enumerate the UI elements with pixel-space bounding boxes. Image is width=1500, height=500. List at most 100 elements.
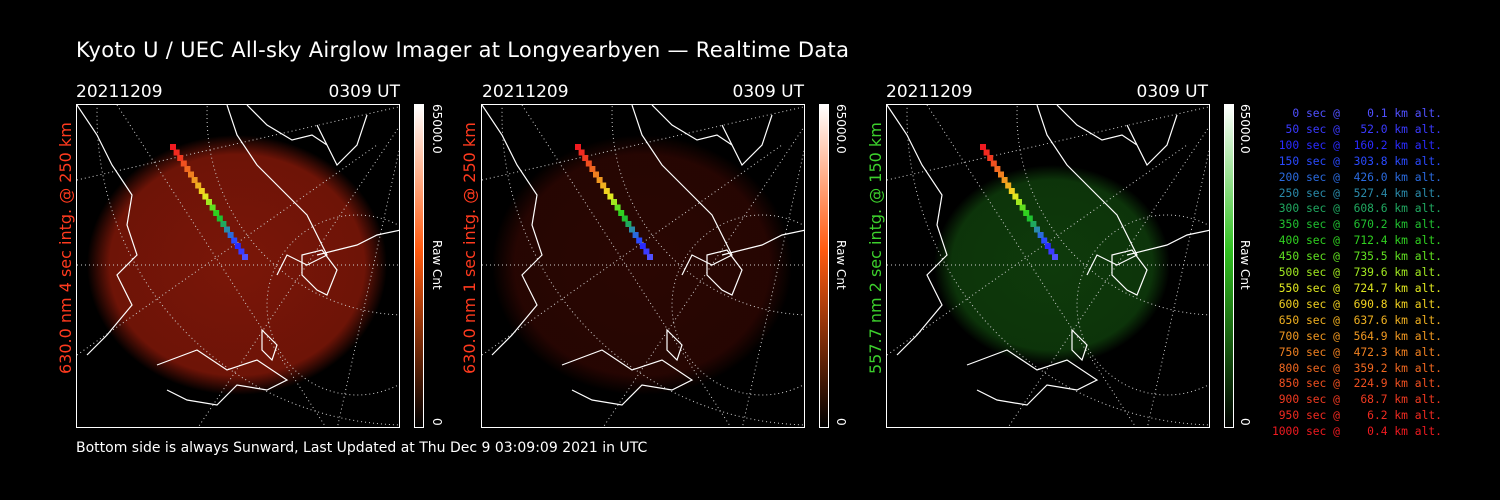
panel-date: 20211209	[482, 82, 569, 102]
trajectory-point	[1008, 188, 1015, 194]
colorbar-unit: Raw Cnt	[1238, 240, 1252, 290]
trajectory-point	[625, 221, 632, 227]
coast-path	[1111, 249, 1148, 296]
legend-entry: 100 sec @ 160.2 km alt.	[1271, 138, 1442, 152]
trajectory-point	[647, 254, 653, 260]
coast-path	[1126, 229, 1209, 256]
trajectory-point	[191, 177, 198, 183]
trajectory-point	[1019, 204, 1026, 211]
colorbar-unit: Raw Cnt	[430, 240, 444, 290]
legend-entry: 600 sec @ 690.8 km alt.	[1271, 297, 1442, 311]
colorbar-max: 65000.0	[834, 104, 848, 154]
trajectory-point	[238, 248, 245, 255]
trajectory-point	[614, 204, 621, 211]
trajectory-point	[195, 182, 202, 189]
trajectory-point	[1044, 243, 1051, 249]
panel-wavelength-label: 630.0 nm 4 sec intg. @ 250 km	[56, 122, 75, 374]
trajectory-point	[180, 160, 187, 167]
trajectory-point	[198, 188, 205, 194]
trajectory-point	[611, 199, 617, 205]
trajectory-point	[578, 149, 585, 156]
coast-path	[482, 105, 543, 356]
trajectory-point	[980, 144, 986, 150]
trajectory-point	[643, 248, 650, 255]
panel-date: 20211209	[76, 82, 163, 102]
legend-entry: 50 sec @ 52.0 km alt.	[1271, 122, 1442, 136]
trajectory-point	[987, 155, 994, 161]
coast-path	[631, 105, 733, 276]
trajectory-point	[636, 237, 643, 244]
allsky-image	[886, 104, 1210, 428]
trajectory-point	[582, 155, 589, 161]
trajectory-point	[1001, 177, 1008, 183]
colorbar-min: 0	[1238, 418, 1252, 426]
legend-entry: 500 sec @ 739.6 km alt.	[1271, 266, 1442, 280]
legend-entry: 150 sec @ 303.8 km alt.	[1271, 154, 1442, 168]
trajectory-point	[596, 177, 603, 183]
colorbar-unit: Raw Cnt	[834, 240, 848, 290]
trajectory-point	[220, 221, 227, 227]
trajectory-point	[224, 226, 230, 233]
legend-entry: 300 sec @ 608.6 km alt.	[1271, 202, 1442, 216]
allsky-image	[481, 104, 805, 428]
trajectory-point	[173, 149, 180, 156]
trajectory-point	[983, 149, 990, 156]
colorbar	[414, 104, 424, 428]
legend-entry: 250 sec @ 527.4 km alt.	[1271, 186, 1442, 200]
coast-path	[561, 349, 694, 406]
legend-entry: 950 sec @ 6.2 km alt.	[1271, 409, 1442, 423]
coastline	[482, 105, 804, 406]
trajectory-point	[242, 254, 248, 260]
trajectory-point	[1041, 237, 1048, 244]
coast-path	[721, 114, 773, 167]
coast-path	[721, 229, 804, 256]
trajectory-point	[607, 193, 614, 200]
grid-line	[116, 105, 327, 427]
coast-path	[1126, 114, 1178, 167]
grid-line	[521, 105, 732, 427]
coast-path	[301, 249, 338, 296]
trajectory-point	[216, 215, 223, 222]
colorbar-max: 65000.0	[430, 104, 444, 154]
grid-circle	[611, 105, 804, 316]
grid-line	[887, 106, 1209, 181]
coast-path	[1071, 328, 1088, 362]
trajectory-point	[188, 171, 194, 178]
grid-circle	[206, 105, 399, 316]
panel-time: 0309 UT	[732, 82, 805, 102]
trajectory-point	[632, 232, 639, 238]
legend-entry: 750 sec @ 472.3 km alt.	[1271, 345, 1442, 359]
trajectory-point	[1005, 182, 1012, 189]
trajectory-point	[585, 160, 592, 167]
legend-entry: 900 sec @ 68.7 km alt.	[1271, 393, 1442, 407]
coastline	[887, 105, 1209, 406]
trajectory-point	[1037, 232, 1044, 238]
coast-path	[156, 349, 289, 406]
trajectory-point	[231, 237, 238, 244]
panel-wavelength-label: 630.0 nm 1 sec intg. @ 250 km	[460, 122, 479, 374]
trajectory-point	[621, 215, 628, 222]
trajectory-point	[575, 144, 581, 150]
grid-line	[336, 148, 399, 427]
legend-entry: 350 sec @ 670.2 km alt.	[1271, 218, 1442, 232]
colorbar	[1224, 104, 1234, 428]
panel-wavelength-label: 557.7 nm 2 sec intg. @ 150 km	[866, 122, 885, 374]
coast-path	[651, 105, 733, 146]
coast-path	[666, 328, 683, 362]
trajectory-point	[994, 166, 1001, 172]
coast-path	[226, 105, 328, 276]
colorbar-max: 65000.0	[1238, 104, 1252, 154]
trajectory-point	[1034, 226, 1040, 233]
colorbar-min: 0	[430, 418, 444, 426]
grid-line	[77, 106, 399, 181]
trajectory-point	[1052, 254, 1058, 260]
grid-line	[741, 148, 804, 427]
grid-line	[1146, 148, 1209, 427]
footer-note: Bottom side is always Sunward, Last Upda…	[76, 440, 648, 456]
legend-entry: 400 sec @ 712.4 km alt.	[1271, 234, 1442, 248]
trajectory-point	[593, 171, 599, 178]
legend-entry: 700 sec @ 564.9 km alt.	[1271, 329, 1442, 343]
trajectory-point	[618, 210, 625, 216]
coast-path	[706, 249, 743, 296]
coast-path	[887, 105, 948, 356]
